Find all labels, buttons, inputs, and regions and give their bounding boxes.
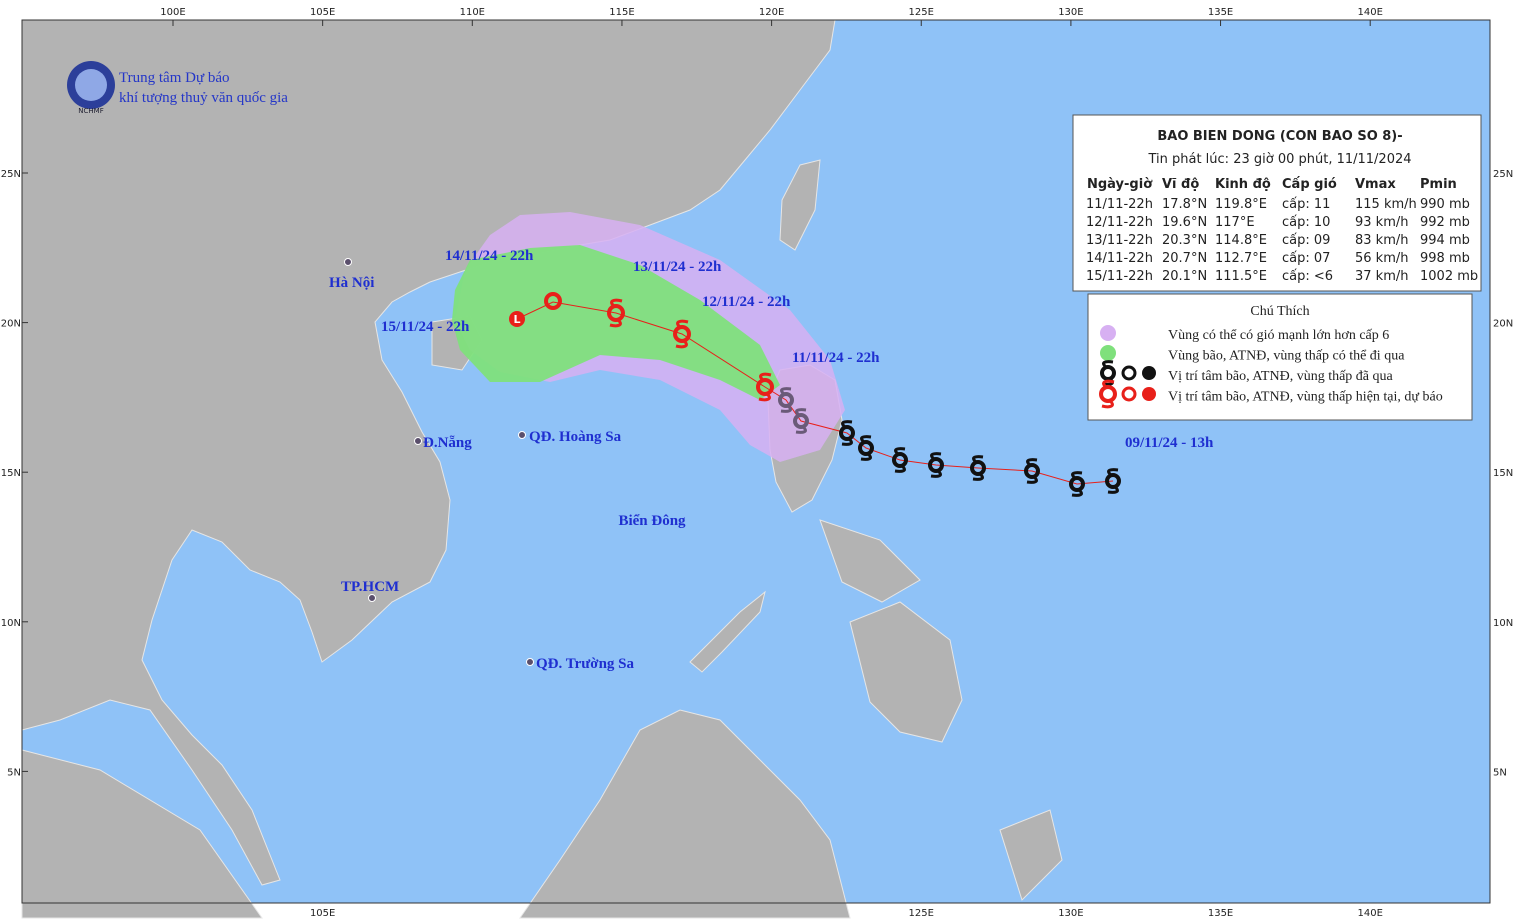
- table-cell: 11/11-22h: [1086, 197, 1153, 212]
- place-label: Hà Nội: [329, 275, 374, 291]
- table-cell: 12/11-22h: [1086, 215, 1153, 230]
- storm-area: [452, 245, 780, 400]
- lat-label: 5N: [1493, 767, 1507, 778]
- table-cell: 37 km/h: [1355, 269, 1409, 284]
- lat-label: 15N: [1493, 468, 1513, 479]
- lon-label: 140E: [1357, 7, 1382, 18]
- place-label: QĐ. Hoàng Sa: [529, 429, 622, 445]
- table-cell: cấp: 10: [1282, 215, 1330, 230]
- track-label: 13/11/24 - 22h: [633, 259, 722, 275]
- sea-label: Biển Đông: [618, 513, 686, 529]
- lon-label: 105E: [310, 908, 335, 919]
- org-name: khí tượng thuỷ văn quốc gia: [119, 90, 288, 106]
- table-header: Pmin: [1420, 177, 1457, 192]
- table-cell: 19.6°N: [1162, 215, 1207, 230]
- lon-label: 105E: [310, 7, 335, 18]
- map-frame: [21, 19, 1491, 904]
- table-cell: 114.8°E: [1215, 233, 1267, 248]
- table-cell: 83 km/h: [1355, 233, 1409, 248]
- track-label: 12/11/24 - 22h: [702, 294, 791, 310]
- legend-item: Vị trí tâm bão, ATNĐ, vùng thấp hiện tại…: [1168, 390, 1443, 405]
- table-cell: 115 km/h: [1355, 197, 1417, 212]
- table-cell: cấp: <6: [1282, 269, 1333, 284]
- lon-label: 120E: [759, 7, 784, 18]
- table-cell: 112.7°E: [1215, 251, 1267, 266]
- table-header: Cấp gió: [1282, 177, 1337, 192]
- table-cell: 119.8°E: [1215, 197, 1267, 212]
- lat-label: 25N: [1, 169, 21, 180]
- table-cell: 994 mb: [1420, 233, 1470, 248]
- track-label: 09/11/24 - 13h: [1125, 435, 1214, 451]
- table-cell: 20.1°N: [1162, 269, 1207, 284]
- table-cell: 13/11-22h: [1086, 233, 1153, 248]
- table-cell: 117°E: [1215, 215, 1255, 230]
- track-label: 11/11/24 - 22h: [792, 350, 880, 366]
- lon-label: 135E: [1208, 908, 1233, 919]
- lat-label: 15N: [1, 468, 21, 479]
- table-cell: 17.8°N: [1162, 197, 1207, 212]
- track-label: 14/11/24 - 22h: [445, 248, 534, 264]
- track: [516, 301, 1114, 485]
- legend-title: Chú Thích: [1250, 304, 1309, 319]
- logo-text: NCHMF: [78, 107, 103, 115]
- lon-label: 125E: [909, 7, 934, 18]
- place-dot: [518, 431, 526, 439]
- lon-label: 115E: [609, 7, 634, 18]
- logo: NCHMF: [67, 61, 115, 115]
- table-cell: 14/11-22h: [1086, 251, 1153, 266]
- legend-item: Vùng có thể có gió mạnh lớn hơn cấp 6: [1168, 328, 1389, 343]
- lat-label: 10N: [1, 618, 21, 629]
- lon-label: 130E: [1058, 7, 1083, 18]
- table-cell: 990 mb: [1420, 197, 1470, 212]
- lat-label: 25N: [1493, 169, 1513, 180]
- table-cell: 15/11-22h: [1086, 269, 1153, 284]
- table-cell: 1002 mb: [1420, 269, 1478, 284]
- table-header: Kinh độ: [1215, 177, 1271, 192]
- legend-item: Vùng bão, ATNĐ, vùng thấp có thể đi qua: [1168, 349, 1405, 364]
- bulletin-issued: Tin phát lúc: 23 giờ 00 phút, 11/11/2024: [1147, 152, 1411, 167]
- legend-box: Chú Thích: [1087, 293, 1473, 421]
- table-cell: cấp: 07: [1282, 251, 1330, 266]
- place-label: Đ.Nẵng: [423, 435, 472, 451]
- lat-label: 10N: [1493, 618, 1513, 629]
- place-dot: [368, 594, 376, 602]
- lon-label: 130E: [1058, 908, 1083, 919]
- table-cell: cấp: 11: [1282, 197, 1330, 212]
- table-header: Vmax: [1355, 177, 1396, 192]
- lon-label: 110E: [460, 7, 485, 18]
- place-dot: [414, 437, 422, 445]
- table-header: Vĩ độ: [1162, 177, 1199, 192]
- table-cell: 93 km/h: [1355, 215, 1409, 230]
- table-cell: 998 mb: [1420, 251, 1470, 266]
- legend-item: Vị trí tâm bão, ATNĐ, vùng thấp đã qua: [1168, 369, 1394, 384]
- place-label: TP.HCM: [341, 579, 399, 595]
- bulletin-box: BAO BIEN DONG (CON BAO SO 8)- Tin phát l…: [1072, 114, 1482, 292]
- table-cell: 20.3°N: [1162, 233, 1207, 248]
- lon-label: 125E: [909, 908, 934, 919]
- place-label: QĐ. Trường Sa: [536, 656, 635, 672]
- table-cell: 992 mb: [1420, 215, 1470, 230]
- lon-label: 135E: [1208, 7, 1233, 18]
- org-name: Trung tâm Dự báo: [119, 70, 230, 86]
- track-label: 15/11/24 - 22h: [381, 319, 470, 335]
- lon-label: 100E: [160, 7, 185, 18]
- table-cell: 111.5°E: [1215, 269, 1267, 284]
- lat-label: 20N: [1, 319, 21, 330]
- lat-label: 20N: [1493, 319, 1513, 330]
- svg-text:L: L: [513, 313, 520, 326]
- table-header: Ngày-giờ: [1087, 177, 1153, 192]
- table-cell: cấp: 09: [1282, 233, 1330, 248]
- place-dot: [344, 258, 352, 266]
- place-dot: [526, 658, 534, 666]
- forecast-positions: L: [509, 292, 774, 402]
- lon-label: 140E: [1357, 908, 1382, 919]
- table-cell: 20.7°N: [1162, 251, 1207, 266]
- lat-label: 5N: [7, 767, 21, 778]
- table-cell: 56 km/h: [1355, 251, 1409, 266]
- bulletin-title: BAO BIEN DONG (CON BAO SO 8)-: [1157, 129, 1402, 144]
